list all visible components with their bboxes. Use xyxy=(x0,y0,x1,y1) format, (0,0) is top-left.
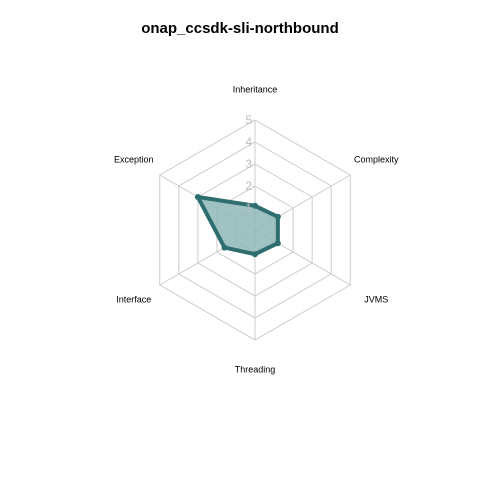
data-point xyxy=(274,213,281,220)
data-point xyxy=(274,240,281,247)
data-point xyxy=(194,194,201,200)
axis-label: Inheritance xyxy=(233,84,278,94)
axis-label: JVMS xyxy=(364,294,388,304)
tick-label: 4 xyxy=(245,135,252,149)
series-layer xyxy=(194,194,281,258)
chart-title: onap_ccsdk-sli-northbound xyxy=(141,20,339,37)
axis-label: Threading xyxy=(235,364,276,374)
tick-label: 3 xyxy=(245,157,252,171)
data-point xyxy=(252,202,258,209)
data-point xyxy=(252,251,258,258)
axis-labels: Inheritance Complexity JVMS Threading Interf… xyxy=(114,84,399,374)
tick-labels: 1 2 3 4 5 xyxy=(245,113,252,215)
axis-label: Exception xyxy=(114,154,154,164)
series-area xyxy=(195,195,280,257)
axis-label: Complexity xyxy=(354,154,399,164)
data-point xyxy=(221,244,228,251)
axis-label: Interface xyxy=(116,294,151,304)
tick-label: 5 xyxy=(245,113,252,127)
tick-label: 2 xyxy=(245,179,252,193)
tick-label: 1 xyxy=(245,201,252,215)
